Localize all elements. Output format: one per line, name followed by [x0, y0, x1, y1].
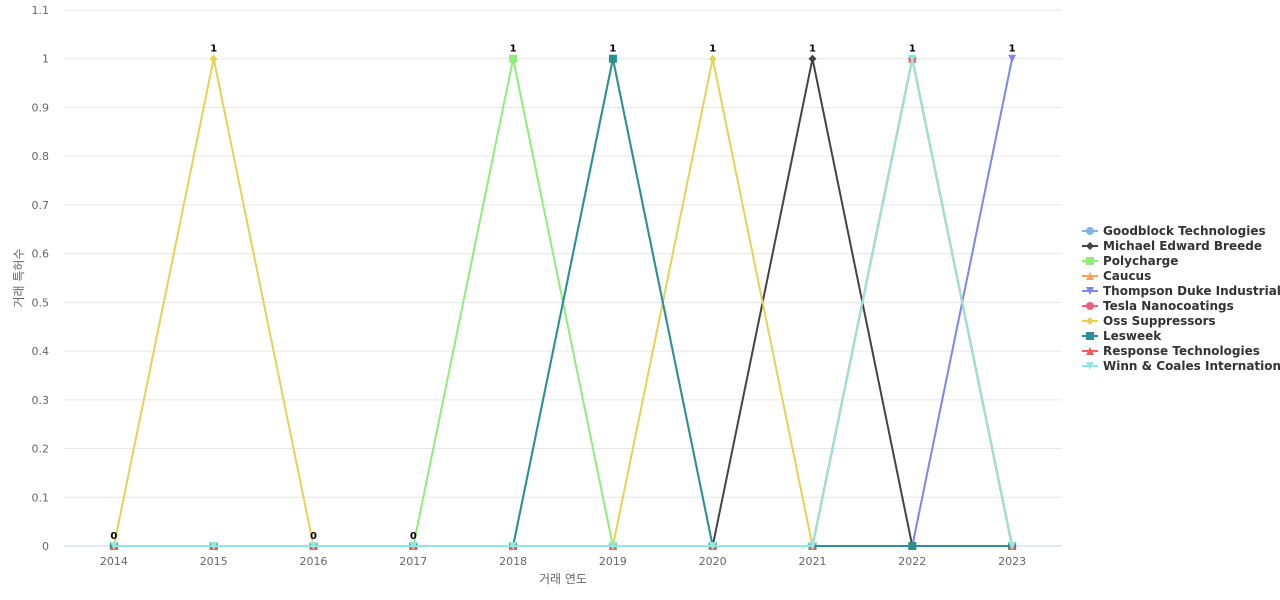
data-label: 1: [809, 44, 816, 55]
y-axis-ticks: 0 0.1 0.2 0.3 0.4 0.5 0.6 0.7 0.8 0.9 1 1.1: [32, 4, 50, 553]
data-label: 0: [110, 531, 117, 542]
legend-label: Thompson Duke Industrial: [1103, 284, 1280, 298]
data-label: 0: [310, 531, 317, 542]
data-label: 1: [510, 44, 517, 55]
y-tick-label: 1.1: [32, 4, 50, 17]
data-point[interactable]: [1008, 542, 1017, 550]
data-point[interactable]: [509, 54, 518, 63]
data-label: 1: [210, 44, 217, 55]
data-point[interactable]: [608, 54, 617, 63]
data-labels: 0 1 0 0 1 1 1 1 1 1: [110, 44, 1015, 542]
data-point[interactable]: [908, 542, 917, 550]
series-line: [113, 57, 1014, 547]
data-point[interactable]: [708, 54, 717, 63]
y-tick-label: 0.1: [32, 491, 50, 504]
x-tick-label: 2022: [898, 555, 926, 568]
data-point[interactable]: [409, 542, 418, 550]
data-point[interactable]: [608, 542, 617, 550]
legend-item[interactable]: Winn & Coales International: [1082, 359, 1280, 373]
legend-label: Oss Suppressors: [1103, 314, 1216, 328]
y-tick-label: 0.8: [32, 150, 50, 163]
y-tick-label: 0.4: [32, 345, 50, 358]
legend-marker[interactable]: [1086, 287, 1094, 295]
legend-marker[interactable]: [1086, 302, 1094, 310]
data-point[interactable]: [908, 54, 917, 63]
x-tick-label: 2017: [399, 555, 427, 568]
x-tick-label: 2018: [499, 555, 527, 568]
data-point[interactable]: [209, 54, 218, 63]
legend-marker[interactable]: [1086, 242, 1094, 250]
legend-item[interactable]: Polycharge: [1082, 254, 1178, 268]
legend-item[interactable]: Michael Edward Breede: [1082, 239, 1262, 253]
data-point[interactable]: [1008, 54, 1017, 63]
y-tick-label: 0.3: [32, 394, 50, 407]
legend-marker[interactable]: [1086, 257, 1094, 265]
x-tick-label: 2020: [699, 555, 727, 568]
data-label: 1: [609, 44, 616, 55]
data-label: 1: [909, 44, 916, 55]
legend-label: Polycharge: [1103, 254, 1178, 268]
series-lines: [109, 54, 1017, 550]
legend-label: Tesla Nanocoatings: [1103, 299, 1234, 313]
legend-label: Caucus: [1103, 269, 1151, 283]
legend-item[interactable]: Caucus: [1082, 269, 1151, 283]
legend-marker[interactable]: [1086, 332, 1094, 340]
legend-label: Response Technologies: [1103, 344, 1260, 358]
x-tick-label: 2023: [998, 555, 1026, 568]
legend-marker[interactable]: [1086, 227, 1094, 235]
y-tick-label: 0.7: [32, 199, 50, 212]
y-axis-title: 거래 특허수: [12, 248, 26, 307]
x-tick-label: 2015: [200, 555, 228, 568]
data-point[interactable]: [209, 542, 218, 550]
y-tick-label: 0.6: [32, 248, 50, 261]
legend-item[interactable]: Thompson Duke Industrial: [1082, 284, 1280, 298]
legend-item[interactable]: Oss Suppressors: [1082, 314, 1216, 328]
x-tick-label: 2021: [799, 555, 827, 568]
legend-item[interactable]: Tesla Nanocoatings: [1082, 299, 1234, 313]
legend-marker[interactable]: [1086, 317, 1094, 325]
x-axis-title: 거래 연도: [539, 572, 587, 586]
data-label: 1: [709, 44, 716, 55]
y-tick-label: 1: [42, 53, 49, 66]
y-tick-label: 0.9: [32, 101, 50, 114]
legend-label: Lesweek: [1103, 329, 1162, 343]
x-axis-ticks: 2014 2015 2016 2017 2018 2019 2020 2021 2022 2023: [100, 555, 1026, 568]
y-tick-label: 0: [42, 540, 49, 553]
legend-marker[interactable]: [1086, 347, 1094, 355]
grid-lines: [64, 9, 1062, 498]
legend-item[interactable]: Goodblock Technologies: [1082, 224, 1266, 238]
legend-label: Winn & Coales International: [1103, 359, 1280, 373]
legend-item[interactable]: Response Technologies: [1082, 344, 1260, 358]
series-10: [109, 54, 1017, 550]
legend-marker[interactable]: [1086, 272, 1094, 280]
y-tick-label: 0.5: [32, 296, 50, 309]
x-tick-label: 2019: [599, 555, 627, 568]
data-point[interactable]: [509, 542, 518, 550]
y-tick-label: 0.2: [32, 443, 50, 456]
data-label: 1: [1009, 44, 1016, 55]
legend-item[interactable]: Lesweek: [1082, 329, 1162, 343]
legend-label: Michael Edward Breede: [1103, 239, 1262, 253]
data-point[interactable]: [808, 542, 817, 550]
data-point[interactable]: [109, 542, 118, 550]
data-point[interactable]: [808, 54, 817, 63]
data-label: 0: [410, 531, 417, 542]
data-point[interactable]: [309, 542, 318, 550]
legend-marker[interactable]: [1086, 362, 1094, 370]
data-point[interactable]: [708, 542, 717, 550]
x-tick-label: 2016: [300, 555, 328, 568]
legend-label: Goodblock Technologies: [1103, 224, 1266, 238]
x-tick-label: 2014: [100, 555, 128, 568]
